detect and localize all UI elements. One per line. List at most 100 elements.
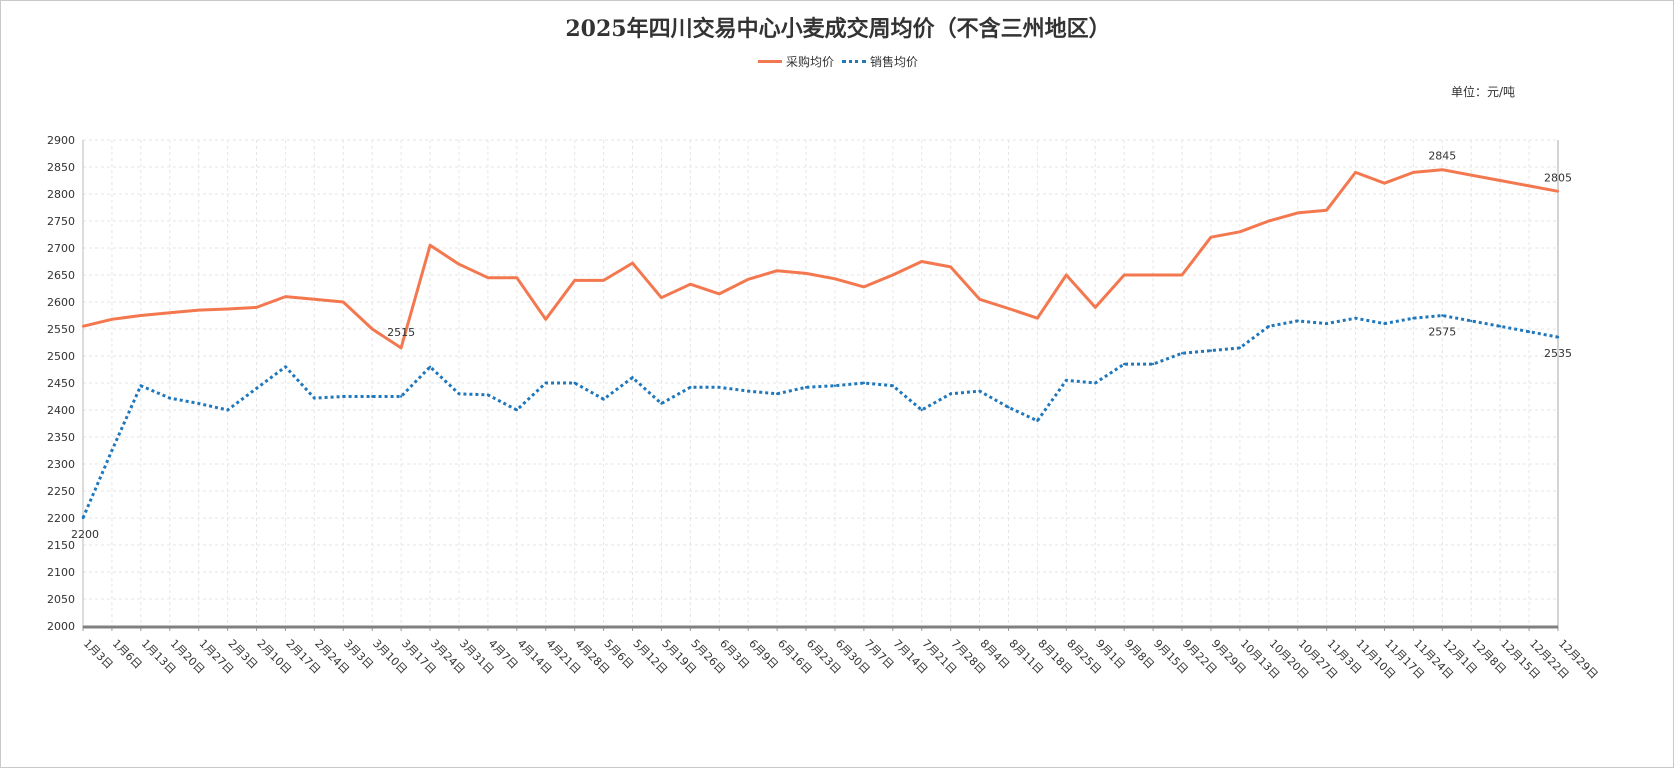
series-line-purchase bbox=[82, 168, 1559, 350]
data-point bbox=[862, 285, 866, 289]
data-point bbox=[457, 392, 461, 395]
data-point bbox=[139, 384, 143, 387]
y-tick-label: 2550 bbox=[47, 323, 75, 336]
data-point bbox=[544, 318, 547, 321]
data-point bbox=[1065, 379, 1068, 382]
data-point bbox=[573, 381, 576, 385]
data-point bbox=[515, 408, 519, 412]
data-point bbox=[1007, 307, 1010, 310]
x-tick-label: 6月16日 bbox=[775, 637, 815, 677]
data-point bbox=[1296, 319, 1299, 323]
data-point bbox=[602, 279, 605, 282]
data-point bbox=[1354, 171, 1357, 174]
x-tick-label: 3月31日 bbox=[457, 637, 497, 677]
data-point bbox=[1412, 171, 1415, 174]
data-point bbox=[342, 300, 345, 304]
series-layer bbox=[81, 168, 1560, 520]
x-tick-label: 6月9日 bbox=[746, 637, 781, 672]
data-label: 2535 bbox=[1544, 347, 1572, 360]
x-tick-label: 9月8日 bbox=[1122, 637, 1157, 672]
x-tick-label: 7月21日 bbox=[920, 637, 960, 677]
data-point bbox=[1065, 273, 1068, 277]
legend-swatch-purchase bbox=[757, 60, 782, 63]
data-point bbox=[255, 387, 258, 390]
y-tick-label: 2350 bbox=[47, 431, 75, 444]
x-tick-label: 1月27日 bbox=[197, 637, 237, 677]
data-point bbox=[313, 298, 316, 301]
data-label: 2515 bbox=[387, 326, 415, 339]
x-tick-label: 4月28日 bbox=[573, 637, 613, 677]
x-tick-label: 3月3日 bbox=[341, 637, 376, 672]
data-point bbox=[226, 408, 229, 412]
data-point bbox=[1209, 236, 1213, 239]
data-point bbox=[718, 386, 721, 389]
data-point bbox=[197, 402, 200, 405]
x-tick-label: 6月23日 bbox=[804, 637, 844, 677]
data-point bbox=[775, 392, 779, 395]
x-tick-label: 8月4日 bbox=[977, 637, 1012, 672]
data-point bbox=[1527, 184, 1531, 188]
x-tick-label: 12月15日 bbox=[1498, 637, 1543, 682]
data-point bbox=[457, 263, 461, 266]
x-tick-label: 9月29日 bbox=[1209, 637, 1249, 677]
x-tick-label: 10月20日 bbox=[1267, 637, 1312, 682]
y-tick-label: 2000 bbox=[47, 620, 75, 633]
data-point bbox=[833, 277, 837, 280]
data-point bbox=[775, 269, 779, 272]
unit-label: 单位：元/吨 bbox=[1451, 85, 1516, 99]
data-point bbox=[1498, 179, 1502, 182]
x-tick-label: 6月30日 bbox=[833, 637, 873, 677]
x-tick-label: 4月7日 bbox=[486, 637, 521, 672]
x-tick-label: 1月20日 bbox=[168, 637, 208, 677]
y-tick-label: 2500 bbox=[47, 350, 75, 363]
data-point bbox=[1441, 314, 1444, 317]
data-point bbox=[313, 396, 316, 400]
data-point bbox=[689, 386, 692, 389]
data-point bbox=[631, 261, 634, 265]
data-point bbox=[1007, 406, 1010, 409]
data-point bbox=[1209, 349, 1213, 352]
data-point bbox=[1383, 182, 1386, 185]
x-tick-label: 8月18日 bbox=[1035, 637, 1075, 677]
data-point bbox=[978, 298, 981, 301]
data-point bbox=[1412, 317, 1415, 320]
data-point bbox=[602, 398, 605, 401]
legend-item-sales[interactable]: 销售均价 bbox=[842, 53, 918, 70]
data-point bbox=[1267, 219, 1270, 223]
data-point bbox=[197, 308, 200, 312]
data-point bbox=[573, 279, 576, 282]
data-point bbox=[168, 396, 171, 400]
y-tick-label: 2300 bbox=[47, 458, 75, 471]
x-tick-label: 9月1日 bbox=[1093, 637, 1128, 672]
data-point bbox=[920, 408, 923, 412]
x-tick-label: 1月3日 bbox=[81, 637, 116, 672]
data-point bbox=[110, 449, 114, 452]
data-point bbox=[1238, 230, 1242, 233]
x-tick-label: 8月25日 bbox=[1064, 637, 1104, 677]
legend-item-purchase[interactable]: 采购均价 bbox=[757, 53, 834, 70]
data-point bbox=[81, 516, 85, 520]
data-point bbox=[399, 395, 403, 398]
data-point bbox=[1122, 362, 1126, 366]
data-point bbox=[1325, 322, 1328, 325]
data-point bbox=[1036, 419, 1039, 422]
data-point bbox=[110, 318, 114, 321]
x-tick-label: 2月10日 bbox=[254, 637, 294, 677]
data-point bbox=[168, 311, 171, 314]
x-tick-label: 3月17日 bbox=[399, 637, 439, 677]
data-point bbox=[255, 306, 258, 309]
data-point bbox=[139, 314, 143, 317]
data-point bbox=[718, 292, 721, 296]
data-point bbox=[284, 295, 287, 298]
x-tick-label: 1月13日 bbox=[139, 637, 179, 677]
grid-layer bbox=[82, 139, 1559, 627]
series-line-sales bbox=[81, 314, 1559, 519]
data-point bbox=[428, 365, 432, 368]
x-tick-label: 9月15日 bbox=[1151, 637, 1191, 677]
x-tick-label: 7月14日 bbox=[891, 637, 931, 677]
data-point bbox=[81, 325, 85, 328]
data-point bbox=[1151, 273, 1155, 277]
y-tick-label: 2100 bbox=[47, 566, 75, 579]
data-point bbox=[342, 395, 345, 398]
